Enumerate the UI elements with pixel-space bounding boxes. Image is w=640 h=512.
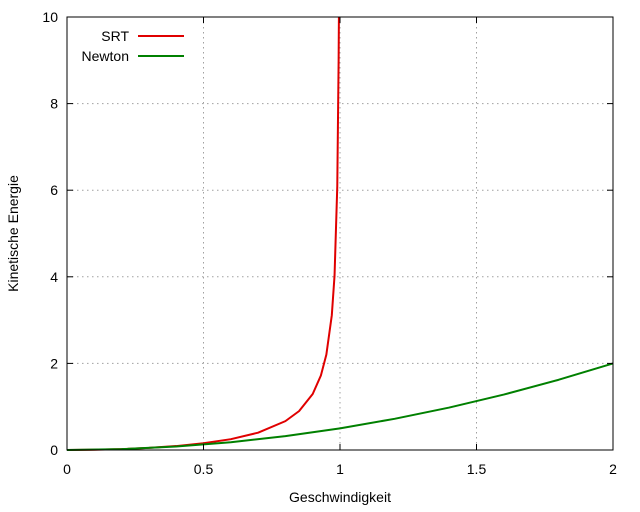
x-tick-label: 1: [336, 461, 344, 477]
legend-label-newton: Newton: [82, 48, 129, 64]
legend-label-srt: SRT: [101, 28, 129, 44]
y-axis-label: Kinetische Energie: [5, 175, 21, 292]
x-tick-label: 0.5: [194, 461, 214, 477]
y-tick-label: 2: [50, 355, 58, 371]
x-axis-label: Geschwindigkeit: [289, 489, 391, 505]
grid-lines: [67, 17, 613, 450]
y-tick-label: 8: [50, 96, 58, 112]
series-lines: [66, 16, 614, 451]
x-tick-label: 0: [63, 461, 71, 477]
y-tick-label: 0: [50, 442, 58, 458]
y-tick-label: 6: [50, 182, 58, 198]
axis-ticks: 0 0.5 1 1.5 2 0 2 4 6 8 10: [42, 9, 617, 477]
x-tick-label: 2: [609, 461, 617, 477]
y-tick-label: 4: [50, 269, 58, 285]
series-line-newton: [66, 362, 614, 451]
y-tick-label: 10: [42, 9, 58, 25]
legend: SRT Newton: [82, 28, 184, 64]
series-line-srt: [66, 16, 340, 451]
x-tick-label: 1.5: [467, 461, 487, 477]
